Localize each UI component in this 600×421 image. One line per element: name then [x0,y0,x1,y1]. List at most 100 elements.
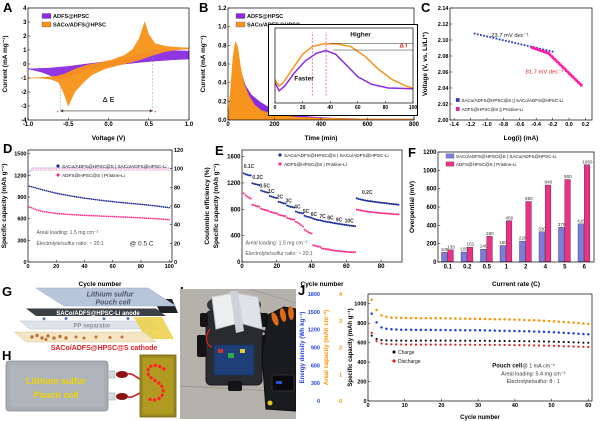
cathode-label: SACo/ADFS@HPSC@S cathode [51,345,158,351]
panel-f-overpotential-chart: 105 109 140 180 228 330 378 416 133 161 280 450 660 8… [406,142,600,288]
C-plot: -1.4 -1.2 -1.0 -0.8 -0.6 -0.4 -0.2 0.0 0.2 2.00 2.… [422,6,593,142]
svg-text:60: 60 [174,204,180,210]
svg-text:0: 0 [433,260,437,266]
svg-text:0.2: 0.2 [463,265,472,271]
svg-text:600: 600 [17,217,26,223]
wire [127,392,141,398]
pouch-label-line2: Pouch cell [33,390,78,400]
panel-label-j: J [298,283,306,298]
svg-text:133: 133 [447,244,455,249]
clip-connector [116,393,128,400]
svg-text:40: 40 [512,403,518,409]
D-plot: 0 20 40 60 80 1000300600900120015000204060801… [1,148,211,288]
li-dot [64,317,68,320]
svg-text:800: 800 [409,122,420,128]
svg-text:378: 378 [558,222,566,227]
svg-text:0: 0 [240,264,244,270]
svg-text:Discharge: Discharge [398,359,421,365]
svg-text:140: 140 [480,244,488,249]
svg-text:228: 228 [519,236,527,241]
svg-text:2.06: 2.06 [438,70,449,76]
svg-text:Cycle number: Cycle number [79,281,122,288]
svg-text:Electrolyte/sulfur ratio: ~ 20: Electrolyte/sulfur ratio: ~ 20:1 [245,251,312,257]
svg-text:100: 100 [174,167,183,173]
svg-text:1000: 1000 [354,302,366,308]
svg-text:60: 60 [110,264,116,270]
svg-text:0.2: 0.2 [582,122,590,128]
led-s-glyph [145,363,166,402]
svg-text:Areal capacity (mAh cm⁻²): Areal capacity (mAh cm⁻²) [323,310,330,385]
anode-layer [26,308,166,316]
svg-text:660: 660 [525,196,533,201]
svg-text:0: 0 [363,399,366,405]
svg-text:20: 20 [438,403,444,409]
svg-text:80: 80 [378,264,385,270]
svg-text:20: 20 [273,264,280,270]
svg-text:Higher: Higher [350,31,371,38]
pouch-top-layer [35,287,177,307]
svg-text:Electrolyte/sulfur ratio: ~ 20: Electrolyte/sulfur ratio: ~ 20:1 [36,241,103,247]
svg-text:2: 2 [23,34,27,40]
svg-text:800: 800 [426,187,437,193]
svg-text:1200: 1200 [227,181,241,187]
svg-text:600: 600 [362,122,373,128]
svg-text:10C: 10C [345,219,355,225]
svg-text:80: 80 [383,105,389,111]
svg-text:0.2C: 0.2C [252,175,263,181]
svg-text:23.7 mV dec⁻¹: 23.7 mV dec⁻¹ [491,33,529,39]
svg-text:Δ E: Δ E [103,97,115,104]
svg-text:1800: 1800 [308,292,320,298]
svg-text:6: 6 [583,265,587,271]
svg-text:0: 0 [23,260,26,266]
svg-text:0.8: 0.8 [218,43,227,49]
svg-text:ADFS@HPSC@S || Pristine-Li: ADFS@HPSC@S || Pristine-Li [462,107,524,112]
svg-text:400: 400 [426,223,437,229]
clip-connector [116,371,128,378]
svg-text:Cycle number: Cycle number [460,415,500,421]
svg-text:Voltage (V, vs. Li/Li⁺): Voltage (V, vs. Li/Li⁺) [422,32,429,96]
svg-text:@ 1 mA cm⁻²: @ 1 mA cm⁻² [522,363,555,369]
wrist-device [271,374,295,392]
svg-text:3: 3 [23,20,27,26]
svg-text:-0.8: -0.8 [499,122,508,128]
wheel [200,313,208,327]
wheel [260,313,268,327]
board-chip [228,353,234,358]
svg-text:1: 1 [339,372,342,378]
svg-text:1600: 1600 [227,155,241,161]
svg-text:0.0: 0.0 [104,122,113,128]
li-dot [42,317,46,321]
svg-text:1: 1 [505,265,509,271]
svg-text:Current (mA mg⁻¹): Current (mA mg⁻¹) [200,36,207,93]
svg-text:-0.2: -0.2 [548,122,557,128]
svg-text:1060: 1060 [582,159,593,164]
svg-text:Areal loading: 1.5 mg cm⁻²: Areal loading: 1.5 mg cm⁻² [36,230,98,236]
svg-text:Areal loading: 5.4 mg cm⁻²: Areal loading: 5.4 mg cm⁻² [501,372,565,378]
svg-text:Specific capacity (mAh g⁻¹): Specific capacity (mAh g⁻¹) [1,164,8,249]
red-wire [205,328,213,348]
svg-text:1000: 1000 [423,168,437,174]
svg-text:80: 80 [138,264,144,270]
svg-text:0.5: 0.5 [483,265,492,271]
svg-text:1200: 1200 [423,150,437,156]
svg-text:Δ I: Δ I [400,44,408,50]
pouch-cell-label-line2: Pouch cell [95,300,131,307]
svg-text:ADFS@HPSC: ADFS@HPSC [247,14,283,20]
svg-text:20: 20 [53,264,59,270]
svg-text:10: 10 [402,403,408,409]
panel-c-tafel-chart: -1.4 -1.2 -1.0 -0.8 -0.6 -0.4 -0.2 0.0 0.2 2.00 2.… [420,2,600,142]
svg-text:Energy density (Wh kg⁻¹): Energy density (Wh kg⁻¹) [299,312,306,384]
panel-label-d: D [3,141,13,156]
svg-text:Time (min): Time (min) [305,135,338,142]
svg-text:7C: 7C [319,214,326,220]
pouch-cell-label-line1: Lithium sulfur [87,292,135,299]
svg-text:SACo/ADFS@HPSC@S || SACo/ADFS@: SACo/ADFS@HPSC@S || SACo/ADFS@HPSC-Li [462,98,564,103]
svg-text:20: 20 [174,241,180,247]
svg-text:900: 900 [17,195,26,201]
svg-text:2: 2 [524,265,528,271]
svg-text:1200: 1200 [308,328,320,334]
cell-tab [107,370,116,379]
li-dot [126,317,130,320]
svg-text:-1.0: -1.0 [23,122,34,128]
